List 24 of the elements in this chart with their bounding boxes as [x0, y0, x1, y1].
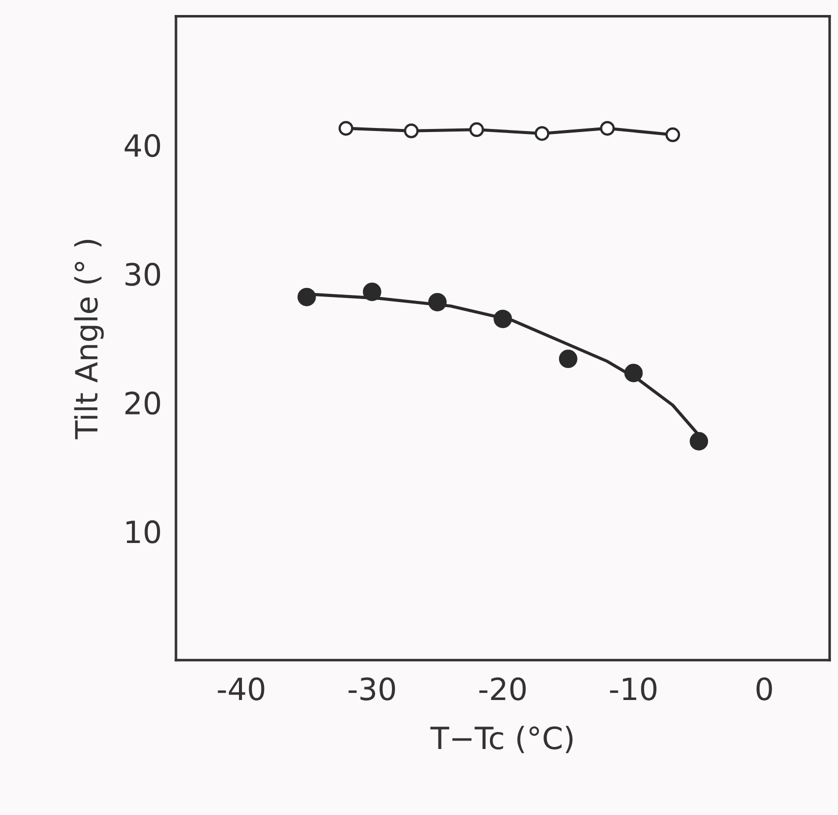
point	[558, 350, 578, 368]
x-tick-label: -40	[218, 677, 264, 700]
point	[404, 124, 419, 138]
x-tick-label: -20	[479, 677, 526, 700]
point	[362, 282, 382, 302]
x-tick-label: -10	[610, 677, 656, 700]
point	[469, 122, 484, 137]
point	[624, 364, 643, 382]
y-tick-label: 30	[126, 262, 160, 286]
y-axis-title: Tilt Angle (° )	[74, 240, 104, 440]
point	[428, 292, 447, 312]
point	[338, 120, 354, 136]
x-tick-label: -30	[348, 677, 395, 700]
x-axis-title: T−Tc (°C)	[430, 726, 573, 754]
point	[665, 127, 680, 142]
point	[600, 120, 615, 136]
y-tick-label: 20	[125, 392, 160, 415]
point	[534, 126, 550, 141]
point	[494, 310, 512, 328]
y-tick-label: 10	[126, 520, 160, 544]
y-tick-label: 40	[124, 134, 160, 158]
point	[690, 432, 708, 450]
x-tick-label: 0	[756, 677, 772, 700]
point	[298, 288, 316, 306]
